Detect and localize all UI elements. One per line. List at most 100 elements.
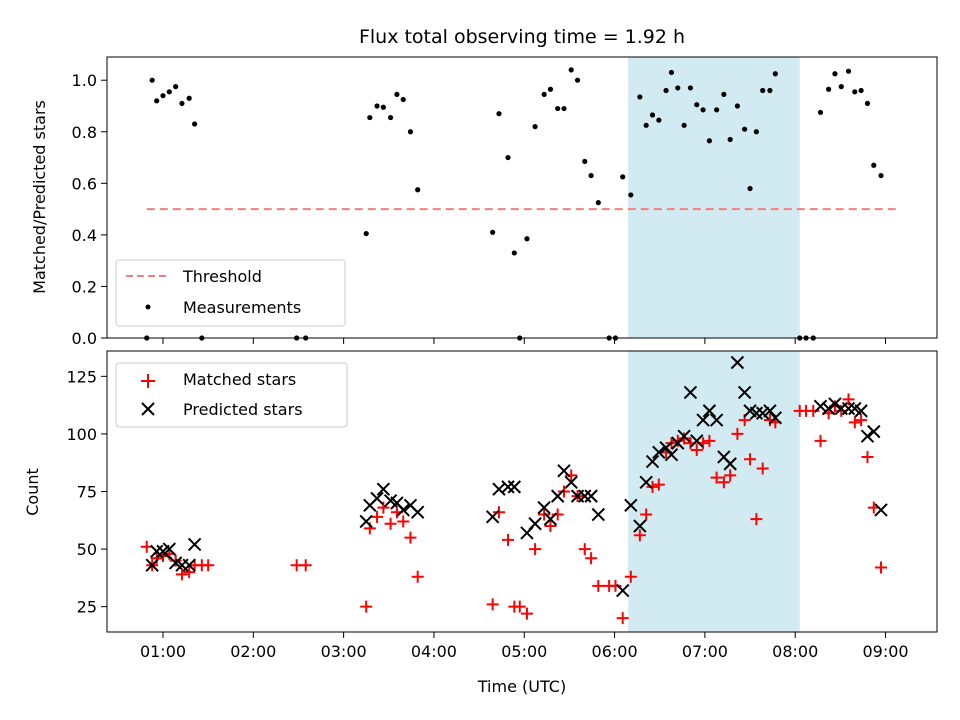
predicted-star-point bbox=[702, 404, 717, 418]
measurement-point bbox=[681, 122, 687, 128]
y-tick-label: 0.6 bbox=[72, 174, 97, 193]
matched-star-point bbox=[520, 607, 533, 620]
x-tick-label: 06:00 bbox=[592, 642, 638, 661]
top-y-axis-label: Matched/Predicted stars bbox=[30, 100, 49, 294]
matched-star-point bbox=[678, 432, 691, 445]
x-tick-label: 02:00 bbox=[230, 642, 276, 661]
measurement-point bbox=[374, 103, 380, 109]
measurement-point bbox=[838, 84, 844, 90]
measurement-point bbox=[179, 100, 185, 107]
legend-matched-swatch bbox=[141, 374, 155, 388]
matched-star-point bbox=[861, 450, 874, 463]
measurement-point bbox=[663, 87, 669, 94]
measurement-point bbox=[588, 172, 594, 179]
x-tick-label: 07:00 bbox=[682, 642, 728, 661]
measurement-point bbox=[772, 71, 778, 77]
predicted-star-point bbox=[145, 558, 159, 572]
measurement-point bbox=[415, 187, 421, 193]
matched-star-point bbox=[175, 568, 188, 581]
measurement-point bbox=[380, 104, 386, 110]
bottom-x-axis-ticks: 01:00 02:00 03:00 04:00 05:00 06:00 07:00 08:00… bbox=[140, 632, 909, 661]
y-tick-label: 0.4 bbox=[72, 226, 97, 245]
predicted-star-point bbox=[813, 399, 828, 413]
highlight-span bbox=[628, 351, 800, 632]
measurement-point bbox=[760, 87, 766, 94]
matched-star-point bbox=[371, 510, 384, 523]
legend-predicted-label: Predicted stars bbox=[183, 400, 303, 419]
predicted-star-point bbox=[821, 401, 836, 416]
predicted-star-point bbox=[737, 385, 752, 400]
matched-star-point bbox=[652, 478, 665, 491]
predicted-stars-points bbox=[145, 355, 888, 598]
measurement-point bbox=[734, 103, 741, 109]
measurement-point bbox=[387, 114, 394, 121]
matched-star-point bbox=[538, 508, 551, 521]
predicted-star-point bbox=[370, 491, 384, 506]
measurement-point bbox=[727, 136, 733, 143]
count-panel: 25 50 75 100 125 01:00 02:00 03:00 04:00 05:00 06… bbox=[23, 350, 938, 696]
top-legend: Threshold Measurements bbox=[115, 259, 346, 327]
predicted-star-point bbox=[696, 413, 710, 427]
measurement-point bbox=[149, 77, 155, 83]
y-tick-label: 125 bbox=[66, 367, 97, 386]
matched-star-point bbox=[724, 469, 737, 482]
y-tick-label: 0.2 bbox=[72, 277, 97, 296]
matched-star-point bbox=[855, 414, 868, 427]
measurement-point bbox=[511, 250, 517, 256]
predicted-star-point bbox=[633, 519, 647, 533]
predicted-star-point bbox=[768, 411, 783, 425]
measurement-point bbox=[532, 124, 538, 130]
predicted-star-point bbox=[624, 498, 638, 513]
measurement-point bbox=[742, 126, 748, 132]
measurement-point bbox=[173, 84, 179, 90]
y-tick-label: 0.8 bbox=[72, 123, 97, 142]
bottom-y-axis-label: Count bbox=[23, 468, 42, 516]
predicted-star-point bbox=[828, 397, 842, 411]
matched-star-point bbox=[557, 485, 570, 498]
measurement-point bbox=[817, 109, 824, 116]
measurement-point bbox=[363, 230, 369, 237]
y-tick-label: 75 bbox=[77, 483, 97, 502]
measurement-point bbox=[845, 68, 852, 74]
legend-predicted-swatch bbox=[141, 402, 155, 416]
top-x-axis-ticks bbox=[162, 338, 887, 344]
measurement-point bbox=[694, 102, 700, 108]
measurement-point bbox=[561, 105, 567, 112]
measurement-point bbox=[620, 174, 626, 180]
measurement-point bbox=[400, 96, 406, 103]
measurement-point bbox=[496, 111, 502, 117]
predicted-star-point bbox=[854, 404, 868, 418]
predicted-star-point bbox=[485, 510, 500, 524]
chart-title: Flux total observing time = 1.92 h bbox=[359, 26, 685, 48]
matched-star-point bbox=[875, 561, 888, 574]
matched-star-point bbox=[502, 533, 515, 546]
measurement-point bbox=[524, 236, 530, 242]
matched-star-point bbox=[750, 513, 763, 526]
matched-star-point bbox=[756, 462, 769, 475]
measurement-point bbox=[541, 91, 547, 97]
x-tick-label: 09:00 bbox=[862, 642, 908, 661]
predicted-star-point bbox=[664, 447, 679, 462]
highlight-span bbox=[628, 57, 800, 338]
matched-star-point bbox=[169, 554, 182, 567]
measurement-point bbox=[852, 89, 858, 95]
measurement-point bbox=[656, 117, 662, 123]
measurement-point bbox=[826, 86, 832, 92]
observing-span-bottom bbox=[628, 351, 800, 632]
matched-stars-points bbox=[140, 393, 888, 625]
predicted-star-point bbox=[501, 480, 515, 494]
predicted-star-point bbox=[187, 537, 202, 552]
y-tick-label: 100 bbox=[66, 425, 97, 444]
measurement-point bbox=[767, 87, 773, 94]
legend-measurements-label: Measurements bbox=[183, 298, 301, 317]
measurement-point bbox=[505, 154, 511, 161]
observing-span-top bbox=[628, 57, 800, 338]
x-tick-label: 04:00 bbox=[411, 642, 457, 661]
predicted-star-point bbox=[564, 475, 578, 489]
predicted-star-point bbox=[396, 503, 410, 517]
measurement-point bbox=[706, 138, 713, 144]
matched-star-point bbox=[513, 600, 526, 613]
measurement-point bbox=[878, 172, 884, 179]
measurement-point bbox=[407, 129, 414, 135]
legend-measurements-swatch bbox=[145, 304, 151, 310]
